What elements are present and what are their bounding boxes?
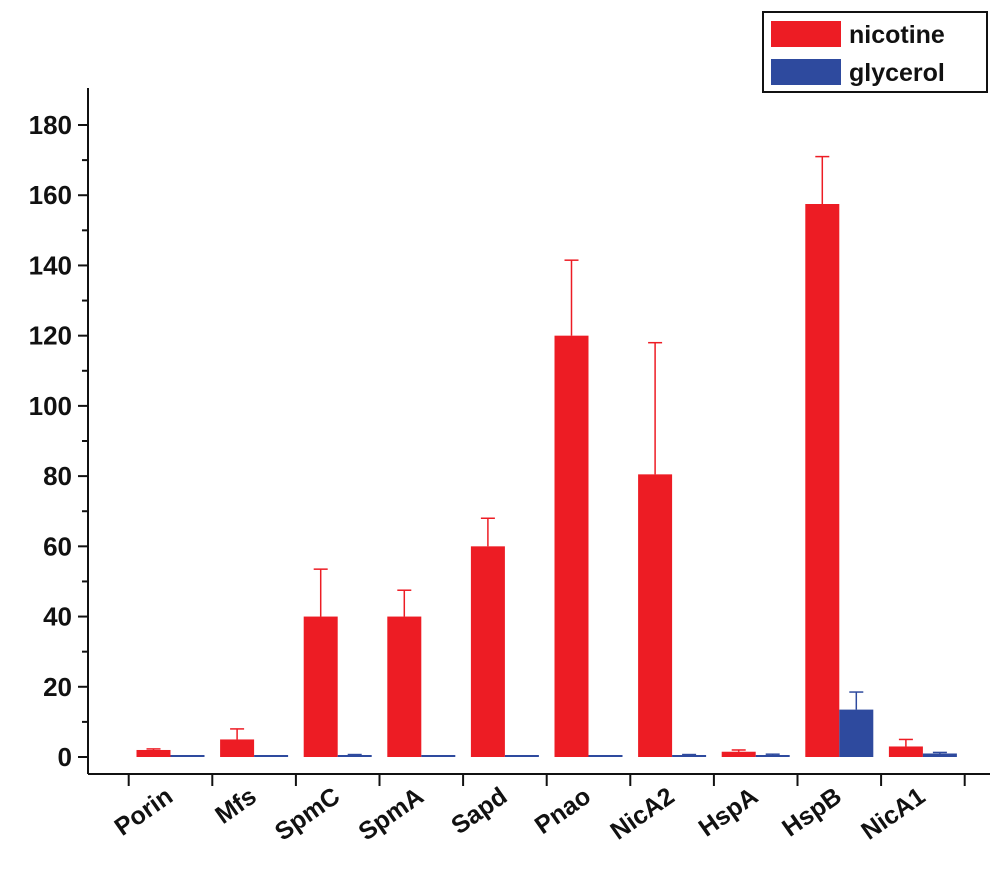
y-tick-label: 0 <box>58 742 72 772</box>
y-tick-label: 80 <box>43 461 72 491</box>
bar-glycerol-Mfs <box>254 755 289 757</box>
y-tick-label: 140 <box>29 250 72 280</box>
x-tick-label-Sapd: Sapd <box>446 782 512 840</box>
x-tick-label-Porin: Porin <box>110 782 178 842</box>
bar-glycerol-HspB <box>839 709 874 757</box>
legend-swatch-nicotine <box>771 21 841 47</box>
x-ticks-layer: Porin Mfs SpmC SpmA Sapd Pnao NicA2 HspA HspB Nic… <box>110 774 966 846</box>
y-tick-label: 120 <box>29 321 72 351</box>
x-tick-label-NicA2: NicA2 <box>605 782 679 846</box>
bar-nicotine-Sapd <box>470 546 505 757</box>
y-tick-label: 180 <box>29 110 72 140</box>
bar-nicotine-SpmA <box>387 616 422 757</box>
bars-layer <box>136 204 957 757</box>
x-tick-label-Pnao: Pnao <box>530 782 596 840</box>
x-tick-label-SpmA: SpmA <box>354 782 429 846</box>
bar-glycerol-NicA1 <box>922 753 957 757</box>
bar-nicotine-SpmC <box>303 616 338 757</box>
bar-glycerol-Pnao <box>588 755 623 757</box>
error-bars-layer <box>146 155 947 756</box>
legend-swatch-glycerol <box>771 59 841 85</box>
legend-label-glycerol: glycerol <box>849 59 945 87</box>
bar-glycerol-SpmC <box>337 755 372 757</box>
bar-glycerol-Porin <box>170 755 205 757</box>
y-tick-label: 20 <box>43 672 72 702</box>
bar-glycerol-HspA <box>755 755 790 757</box>
y-tick-label: 160 <box>29 180 72 210</box>
bar-glycerol-SpmA <box>421 755 456 757</box>
bar-nicotine-Mfs <box>220 739 255 757</box>
y-tick-label: 60 <box>43 531 72 561</box>
bar-glycerol-Sapd <box>504 755 539 757</box>
bar-nicotine-Pnao <box>554 335 589 757</box>
bar-nicotine-Porin <box>136 749 171 757</box>
legend-label-nicotine: nicotine <box>849 21 945 49</box>
bar-nicotine-HspB <box>805 204 840 757</box>
x-tick-label-HspB: HspB <box>777 782 847 842</box>
y-ticks-layer: 0 20 40 60 80 100 120 140 160 180 <box>29 110 88 772</box>
bar-nicotine-HspA <box>721 751 756 757</box>
y-tick-label: 100 <box>29 391 72 421</box>
bar-nicotine-NicA1 <box>888 746 923 757</box>
bar-nicotine-NicA2 <box>638 474 673 757</box>
x-tick-label-HspA: HspA <box>694 782 764 842</box>
axes-layer <box>87 88 990 775</box>
x-tick-label-Mfs: Mfs <box>210 782 261 830</box>
x-tick-label-NicA1: NicA1 <box>856 782 930 846</box>
bar-glycerol-NicA2 <box>672 755 707 757</box>
x-tick-label-SpmC: SpmC <box>270 782 345 846</box>
legend: nicotine glycerol <box>762 11 988 93</box>
y-tick-label: 40 <box>43 602 72 632</box>
